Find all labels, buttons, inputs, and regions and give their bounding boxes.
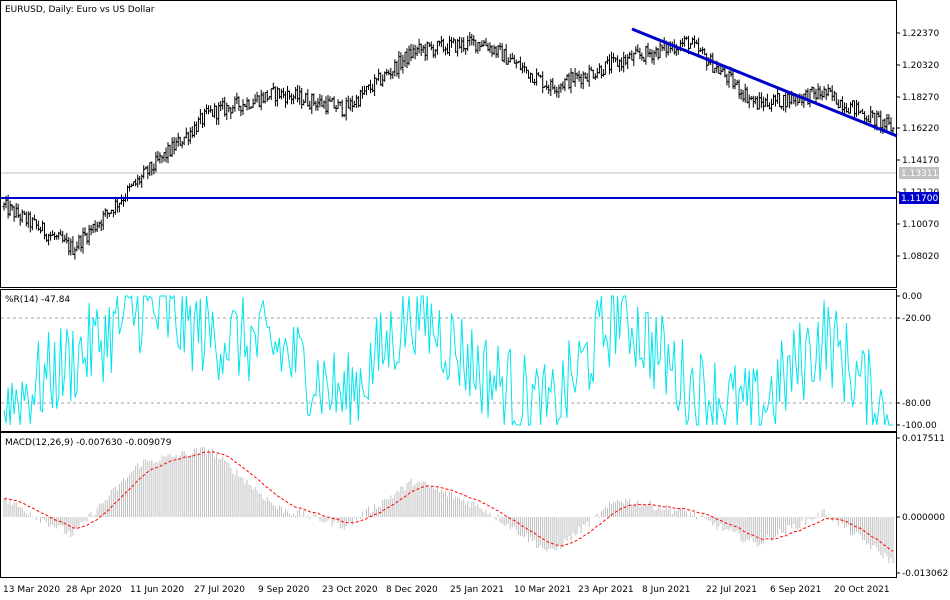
x-tick-label: 11 Jun 2020 xyxy=(130,585,184,595)
price-tick: 1.16220 xyxy=(902,124,939,134)
x-tick-label: 28 Apr 2020 xyxy=(66,585,122,595)
x-tick-label: 8 Jun 2021 xyxy=(642,585,690,595)
price-tick: 1.22370 xyxy=(902,29,939,39)
macd-tick: 0.017511 xyxy=(902,434,945,444)
x-tick-label: 27 Jul 2020 xyxy=(194,585,245,595)
wpr-line xyxy=(3,294,893,426)
macd-signal-line xyxy=(3,451,894,552)
macd-label: MACD(12,26,9) -0.007630 -0.009079 xyxy=(5,438,172,448)
wpr-tick: -100.00 xyxy=(902,421,937,431)
wpr-axis: 0.00 -20.00 -80.00 -100.00 xyxy=(896,292,937,431)
x-tick-label: 25 Jan 2021 xyxy=(450,585,504,595)
x-tick-label: 8 Dec 2020 xyxy=(386,585,438,595)
wpr-panel-frame xyxy=(0,289,897,432)
wpr-tick: -20.00 xyxy=(902,314,931,324)
x-tick-label: 6 Sep 2021 xyxy=(770,585,821,595)
macd-panel-frame xyxy=(0,432,897,578)
x-tick-label: 20 Oct 2021 xyxy=(834,585,890,595)
wpr-tick: 0.00 xyxy=(902,292,922,302)
trendline xyxy=(631,27,898,138)
price-tick: 1.20320 xyxy=(902,61,939,71)
x-tick-label: 13 Mar 2020 xyxy=(3,585,60,595)
current-price-badge xyxy=(899,167,939,179)
support-price-label: 1.11700 xyxy=(901,194,938,204)
price-tick: 1.08020 xyxy=(902,252,939,262)
wpr-label: %R(14) -47.84 xyxy=(5,295,70,305)
x-tick-label: 9 Sep 2020 xyxy=(258,585,310,595)
price-tick: 1.18270 xyxy=(902,93,939,103)
price-bar xyxy=(891,127,895,134)
price-tick: 1.14170 xyxy=(902,156,939,166)
price-panel-frame xyxy=(0,0,897,288)
macd-axis: 0.017511 0.000000 -0.013062 xyxy=(896,434,948,579)
wpr-series xyxy=(3,294,893,426)
price-tick: 1.10070 xyxy=(902,220,939,230)
current-price-label: 1.13311 xyxy=(901,169,938,179)
x-axis: 13 Mar 2020 28 Apr 2020 11 Jun 2020 27 J… xyxy=(3,585,890,595)
macd-tick: -0.013062 xyxy=(902,569,948,579)
x-tick-label: 10 Mar 2021 xyxy=(514,585,571,595)
x-tick-label: 22 Jul 2021 xyxy=(706,585,757,595)
macd-signal-series xyxy=(3,451,894,552)
chart-title: EURUSD, Daily: Euro vs US Dollar xyxy=(5,5,155,15)
macd-tick: 0.000000 xyxy=(902,513,945,523)
x-tick-label: 23 Oct 2020 xyxy=(322,585,378,595)
x-tick-label: 23 Apr 2021 xyxy=(578,585,634,595)
price-bars xyxy=(2,32,895,260)
support-price-badge xyxy=(899,192,939,204)
wpr-tick: -80.00 xyxy=(902,399,931,409)
